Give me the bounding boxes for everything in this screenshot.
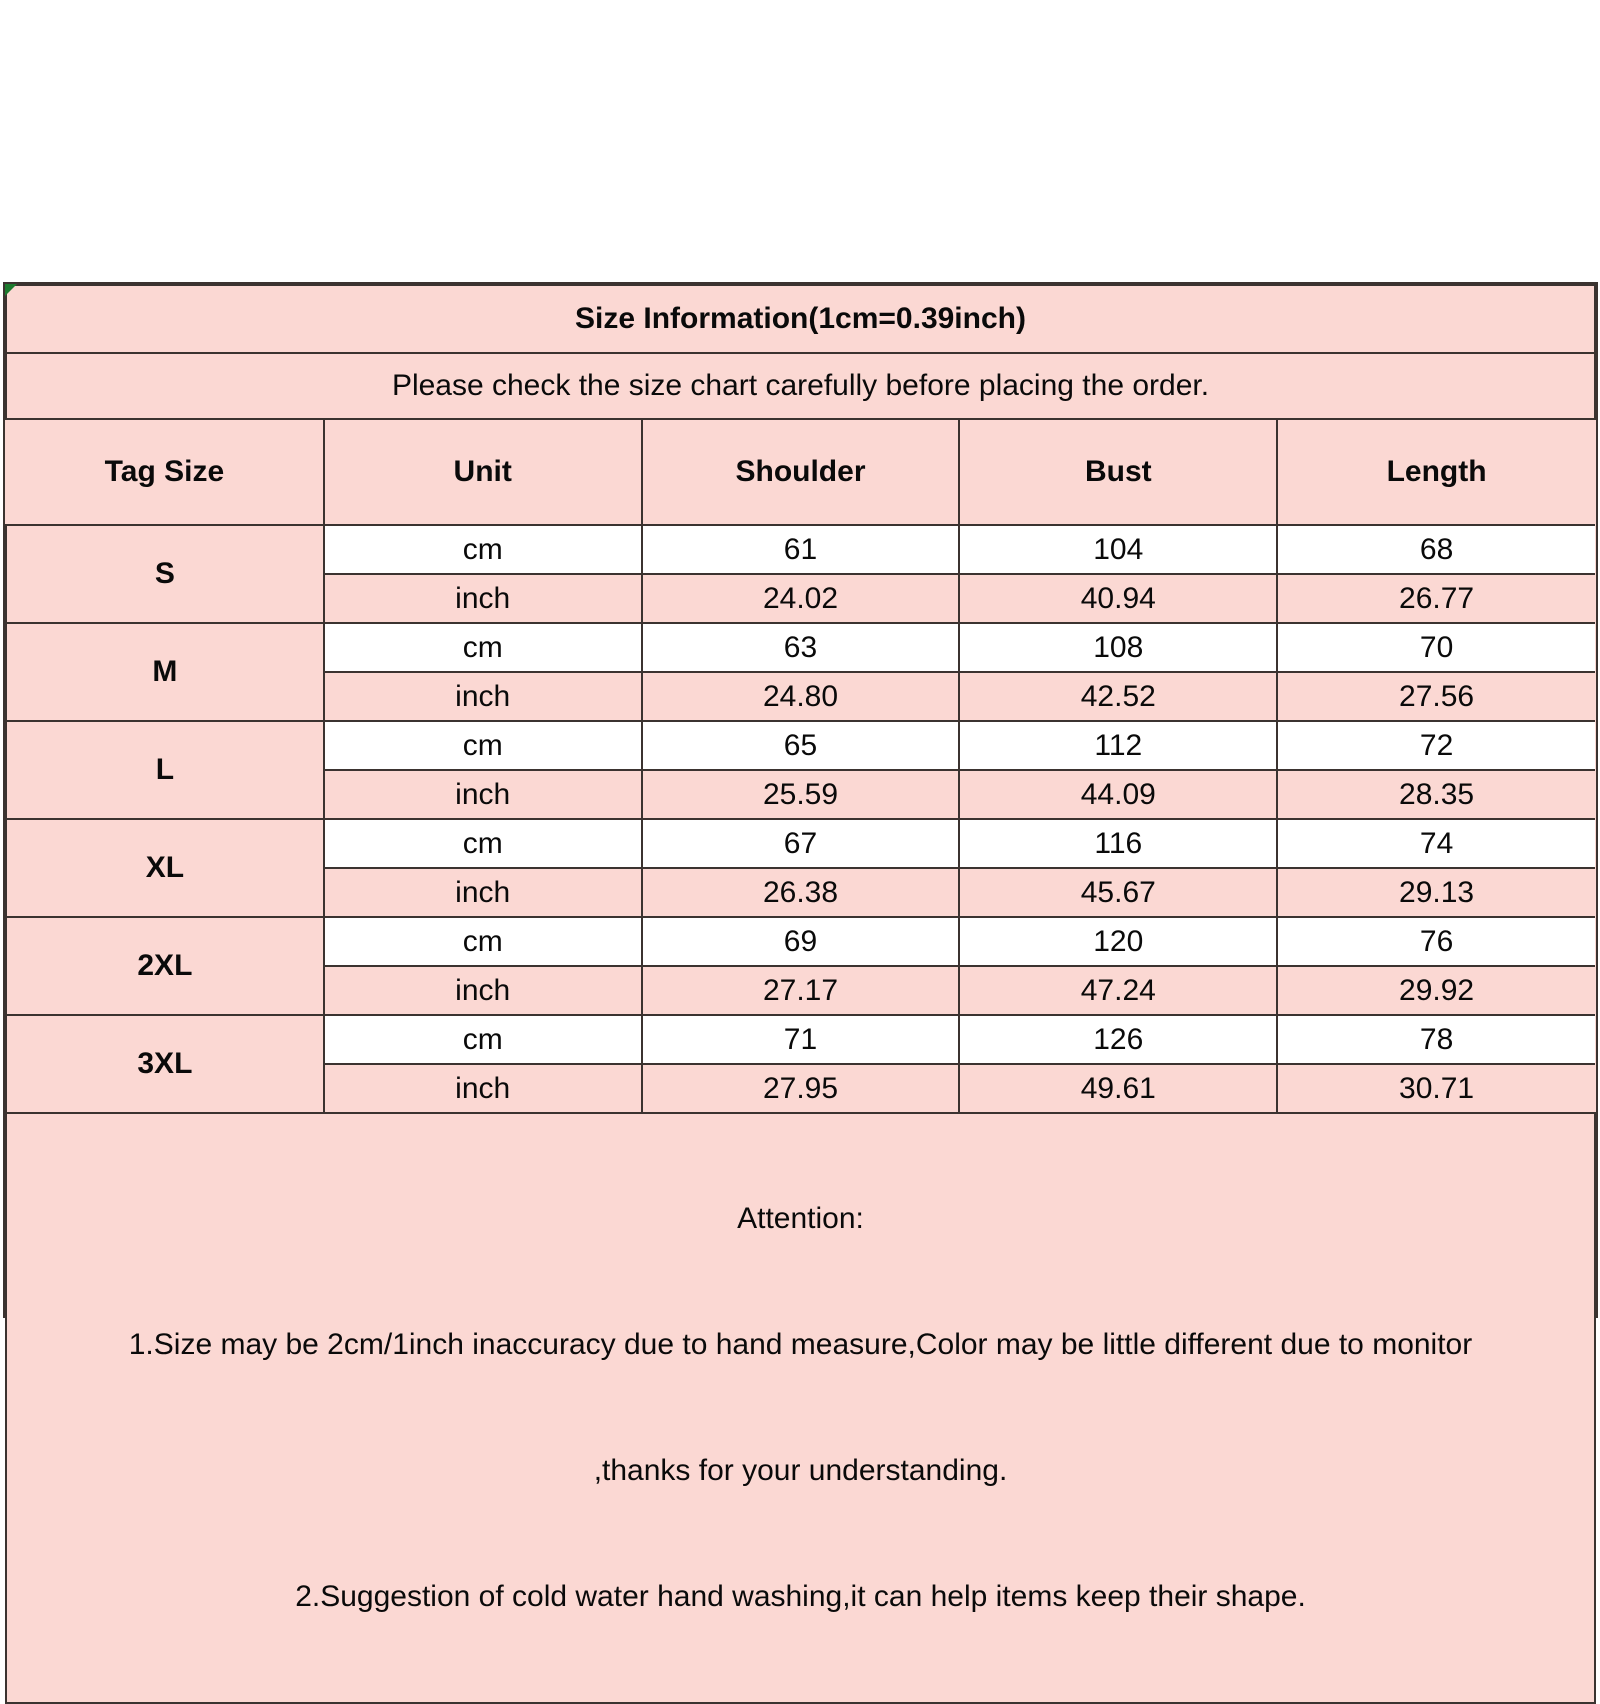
bust-value: 40.94 (958, 573, 1279, 624)
unit-label: cm (322, 720, 643, 771)
unit-label: cm (322, 622, 643, 673)
table-row: inch 24.02 40.94 26.77 (6, 573, 1595, 624)
table-row: L cm 65 112 72 (5, 720, 1595, 820)
corner-marker-icon (5, 284, 17, 296)
length-value: 74 (1276, 818, 1595, 869)
tag-size-label: 2XL (5, 916, 325, 1016)
length-value: 28.35 (1276, 769, 1595, 820)
attention-note-2: 2.Suggestion of cold water hand washing,… (295, 1580, 1306, 1613)
table-row: inch 24.80 42.52 27.56 (6, 671, 1595, 722)
length-value: 72 (1276, 720, 1595, 771)
shoulder-value: 24.80 (640, 671, 961, 722)
column-header-tag-size: Tag Size (6, 418, 325, 526)
shoulder-value: 61 (640, 524, 961, 575)
tag-size-label: XL (5, 818, 325, 918)
shoulder-value: 63 (640, 622, 961, 673)
attention-note-1-cont: ,thanks for your understanding. (593, 1454, 1008, 1487)
unit-label: cm (322, 524, 643, 575)
size-chart-container: Size Information(1cm=0.39inch) Please ch… (3, 282, 1598, 1704)
shoulder-value: 67 (640, 818, 961, 869)
shoulder-value: 26.38 (640, 867, 961, 918)
tag-size-label: L (5, 720, 325, 820)
unit-label: inch (322, 573, 643, 624)
length-value: 30.71 (1276, 1063, 1595, 1114)
attention-heading: Attention: (737, 1202, 864, 1235)
bust-value: 45.67 (958, 867, 1279, 918)
column-header-bust: Bust (958, 418, 1279, 526)
table-row: inch 25.59 44.09 28.35 (6, 769, 1595, 820)
table-subtitle-row: Please check the size chart carefully be… (5, 352, 1596, 420)
bust-value: 42.52 (958, 671, 1279, 722)
unit-label: inch (322, 965, 643, 1016)
bust-value: 44.09 (958, 769, 1279, 820)
column-header-unit: Unit (322, 418, 643, 526)
length-value: 70 (1276, 622, 1595, 673)
unit-label: cm (322, 916, 643, 967)
tag-size-label: 3XL (5, 1014, 325, 1114)
shoulder-value: 27.95 (640, 1063, 961, 1114)
size-chart-title: Size Information(1cm=0.39inch) (5, 284, 1596, 354)
column-header-length: Length (1276, 418, 1595, 526)
unit-label: cm (322, 818, 643, 869)
unit-label: cm (322, 1014, 643, 1065)
unit-label: inch (322, 1063, 643, 1114)
shoulder-value: 25.59 (640, 769, 961, 820)
attention-notes: Attention: 1.Size may be 2cm/1inch inacc… (5, 1112, 1596, 1704)
length-value: 78 (1276, 1014, 1595, 1065)
length-value: 26.77 (1276, 573, 1595, 624)
bust-value: 47.24 (958, 965, 1279, 1016)
shoulder-value: 71 (640, 1014, 961, 1065)
length-value: 68 (1276, 524, 1595, 575)
column-header-shoulder: Shoulder (640, 418, 961, 526)
shoulder-value: 27.17 (640, 965, 961, 1016)
bust-value: 104 (958, 524, 1279, 575)
unit-label: inch (322, 769, 643, 820)
unit-label: inch (322, 867, 643, 918)
table-title-row: Size Information(1cm=0.39inch) (5, 284, 1596, 354)
unit-label: inch (322, 671, 643, 722)
length-value: 29.13 (1276, 867, 1595, 918)
table-row: 3XL cm 71 126 78 (5, 1014, 1595, 1114)
shoulder-value: 24.02 (640, 573, 961, 624)
bust-value: 120 (958, 916, 1279, 967)
bust-value: 126 (958, 1014, 1279, 1065)
bust-value: 108 (958, 622, 1279, 673)
table-row: XL cm 67 116 74 (5, 818, 1595, 918)
size-information-table: Size Information(1cm=0.39inch) Please ch… (5, 284, 1596, 1704)
attention-note-1: 1.Size may be 2cm/1inch inaccuracy due t… (128, 1328, 1473, 1361)
length-value: 27.56 (1276, 671, 1595, 722)
length-value: 76 (1276, 916, 1595, 967)
table-header-row: Tag Size Unit Shoulder Bust Length (6, 418, 1595, 526)
shoulder-value: 69 (640, 916, 961, 967)
table-row: inch 27.17 47.24 29.92 (6, 965, 1595, 1016)
length-value: 29.92 (1276, 965, 1595, 1016)
table-row: 2XL cm 69 120 76 (5, 916, 1595, 1016)
bust-value: 49.61 (958, 1063, 1279, 1114)
tag-size-label: S (5, 524, 325, 624)
size-chart-subtitle: Please check the size chart carefully be… (5, 352, 1596, 420)
table-row: M cm 63 108 70 (5, 622, 1595, 722)
table-footer-row: Attention: 1.Size may be 2cm/1inch inacc… (5, 1112, 1596, 1704)
bust-value: 116 (958, 818, 1279, 869)
tag-size-label: M (5, 622, 325, 722)
shoulder-value: 65 (640, 720, 961, 771)
table-row: S cm 61 104 68 (5, 524, 1595, 624)
bust-value: 112 (958, 720, 1279, 771)
table-row: inch 26.38 45.67 29.13 (6, 867, 1595, 918)
table-row: inch 27.95 49.61 30.71 (6, 1063, 1595, 1114)
